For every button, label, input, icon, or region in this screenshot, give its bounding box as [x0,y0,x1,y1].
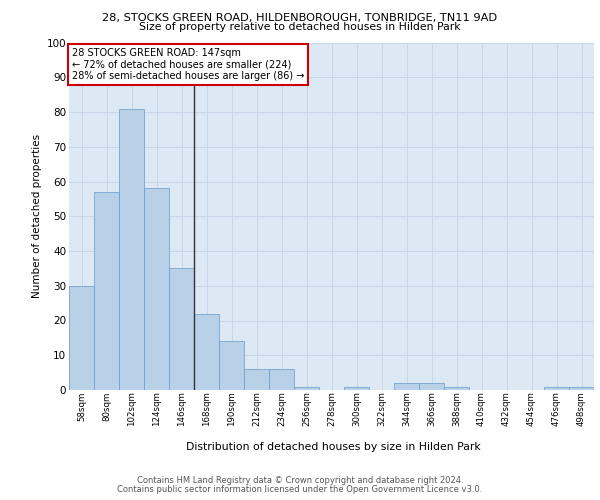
Bar [269,369,294,390]
Text: 28, STOCKS GREEN ROAD, HILDENBOROUGH, TONBRIDGE, TN11 9AD: 28, STOCKS GREEN ROAD, HILDENBOROUGH, TO… [103,12,497,22]
Text: Size of property relative to detached houses in Hilden Park: Size of property relative to detached ho… [139,22,461,32]
Bar [69,286,94,390]
Bar [294,386,319,390]
Bar [344,386,369,390]
Text: Contains HM Land Registry data © Crown copyright and database right 2024.: Contains HM Land Registry data © Crown c… [137,476,463,485]
Bar [444,386,469,390]
Bar [244,369,269,390]
Bar [569,386,594,390]
Bar [219,342,244,390]
Text: Distribution of detached houses by size in Hilden Park: Distribution of detached houses by size … [185,442,481,452]
Bar [119,108,144,390]
Y-axis label: Number of detached properties: Number of detached properties [32,134,43,298]
Bar [94,192,119,390]
Bar [419,383,444,390]
Bar [194,314,219,390]
Bar [544,386,569,390]
Text: Contains public sector information licensed under the Open Government Licence v3: Contains public sector information licen… [118,484,482,494]
Text: 28 STOCKS GREEN ROAD: 147sqm
← 72% of detached houses are smaller (224)
28% of s: 28 STOCKS GREEN ROAD: 147sqm ← 72% of de… [71,48,304,81]
Bar [394,383,419,390]
Bar [169,268,194,390]
Bar [144,188,169,390]
